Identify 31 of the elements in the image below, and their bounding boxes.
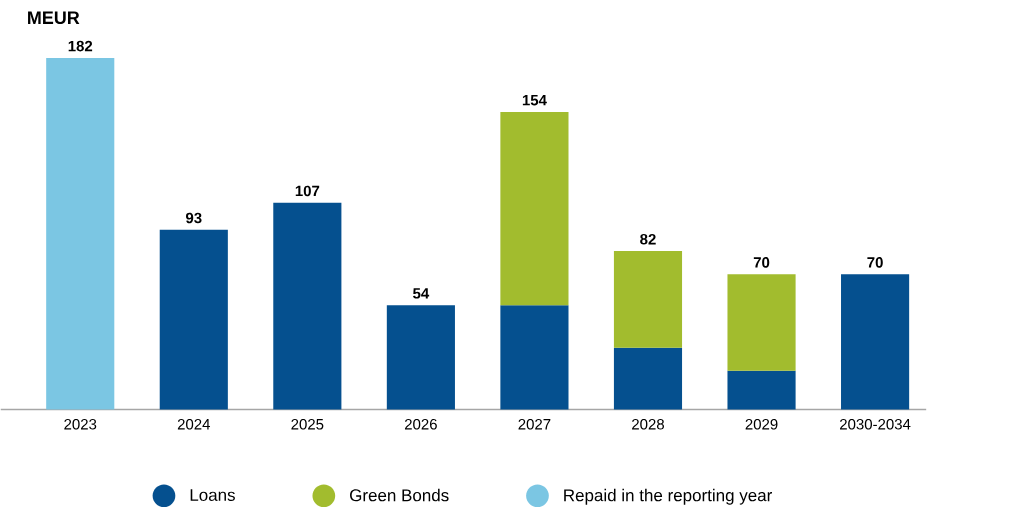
x-tick-label: 2029: [745, 418, 778, 430]
legend-label: Green Bonds: [350, 488, 449, 502]
bar: [613, 347, 683, 410]
bar: [727, 274, 796, 371]
x-tick-label: 2027: [518, 418, 551, 430]
bar: [273, 202, 342, 410]
data-label: 93: [185, 212, 202, 224]
bar: [159, 229, 228, 410]
bar: [46, 57, 115, 410]
x-tick-label: 2023: [64, 418, 97, 430]
total-label: 70: [753, 256, 770, 268]
data-label: 182: [68, 40, 93, 52]
data-label: 70: [867, 256, 883, 268]
x-tick-label: 2030-2034: [840, 418, 911, 430]
bar: [841, 274, 910, 410]
legend-label: Repaid in the reporting year: [564, 488, 772, 505]
x-tick-label: 2026: [404, 418, 437, 430]
data-label: 54: [413, 288, 430, 299]
data-label: 107: [295, 185, 320, 197]
x-tick-label: 2028: [632, 418, 664, 430]
x-tick-label: 2024: [177, 418, 211, 430]
bar: [500, 111, 569, 306]
total-label: 82: [640, 233, 656, 245]
bar: [727, 370, 796, 410]
legend-label: Loans: [190, 489, 235, 501]
bar: [613, 250, 683, 348]
y-axis-title: MEUR: [28, 11, 80, 24]
bar: [500, 305, 569, 410]
x-tick-label: 2025: [291, 418, 324, 430]
total-label: 154: [522, 94, 547, 106]
bar: [386, 305, 455, 410]
